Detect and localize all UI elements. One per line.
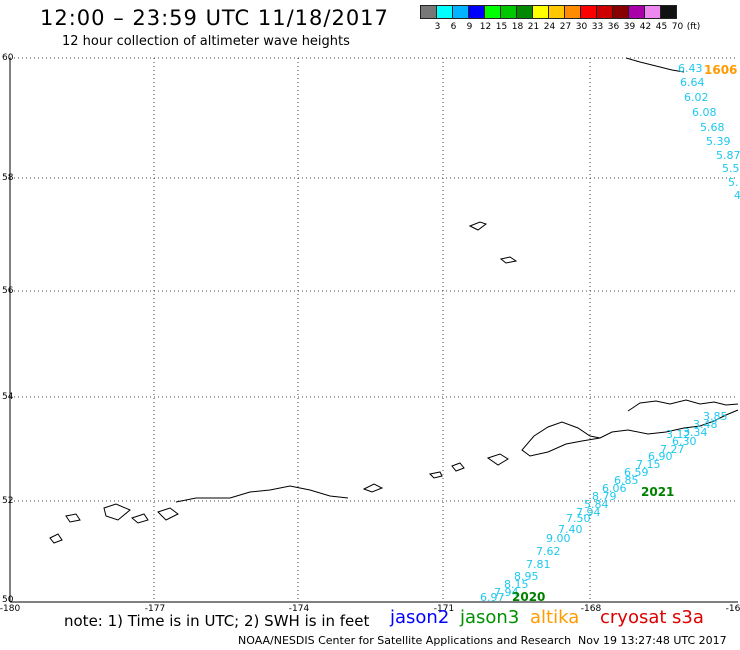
wave-height-value: 6.06: [602, 482, 627, 495]
wave-height-value: 5.5: [722, 162, 740, 175]
scale-label: 42: [639, 22, 652, 32]
wave-track-west: 7.507.409.007.627.818.958.157.946.97: [480, 512, 591, 604]
longitude-label: -16: [726, 604, 740, 614]
scale-label: (ft): [686, 22, 701, 32]
wave-height-value: 6.59: [624, 466, 649, 479]
wave-height-value: 4.: [734, 189, 740, 202]
pass-time-label: 2020: [512, 590, 545, 604]
scale-label: 45: [655, 22, 668, 32]
pass-time-label: 2021: [641, 485, 674, 499]
scale-label: 70: [671, 22, 684, 32]
longitude-label: -180: [0, 604, 20, 614]
wave-track-east: 3.853.483.343.126.307.276.907.156.596.85…: [576, 410, 728, 519]
wave-height-value: 8.95: [514, 570, 539, 583]
wave-height-value: 8.15: [504, 578, 529, 591]
generated-timestamp: Nov 19 13:27:48 UTC 2017: [578, 634, 727, 647]
satellite-legend-jason3: jason3: [460, 607, 520, 628]
scale-label: 9: [466, 22, 473, 32]
latitude-label: 54: [2, 392, 14, 402]
scale-swatch: [660, 5, 677, 19]
longitude-label: -177: [145, 604, 165, 614]
scale-label: 12: [479, 22, 492, 32]
wave-height-value: 7.15: [636, 458, 661, 471]
wave-height-value: 5.84: [584, 498, 609, 511]
latitude-labels: 60 58 56 54 52 50: [2, 53, 14, 605]
color-scale-legend: [420, 5, 677, 19]
longitude-label: -171: [434, 604, 454, 614]
wave-track-north: 6.436.64 6.02 6.08 5.685.395.875.55.4.: [678, 62, 740, 202]
longitude-labels: -180 -177 -174 -171 -168 -16: [0, 604, 740, 614]
scale-label: 18: [511, 22, 524, 32]
wave-height-value: 7.40: [558, 523, 583, 536]
wave-height-value: 7.62: [536, 545, 561, 558]
map-subtitle: 12 hour collection of altimeter wave hei…: [62, 34, 350, 49]
wave-height-value: 3.48: [693, 418, 718, 431]
color-scale-labels: 3 6 9 12 15 18 21 24 27 30 33 36 39 42 45 70 (ft): [421, 22, 740, 34]
wave-height-value: 5.: [728, 176, 739, 189]
wave-height-value: 6.85: [614, 474, 639, 487]
scale-label: 33: [591, 22, 604, 32]
wave-height-value: 7.27: [660, 443, 685, 456]
wave-height-value: 6.08: [692, 106, 717, 119]
wave-height-value: 5.68: [700, 121, 725, 134]
satellite-legend-cryosat: cryosat: [600, 607, 667, 628]
scale-label: 21: [527, 22, 540, 32]
graticule: [10, 57, 738, 602]
wave-height-value: 5.87: [716, 149, 740, 162]
scale-label: 24: [543, 22, 556, 32]
scale-label: 39: [623, 22, 636, 32]
wave-height-value: 6.43: [678, 62, 703, 75]
wave-height-value: 6.02: [684, 91, 709, 104]
wave-height-value: 7.94: [576, 506, 601, 519]
scale-label: 30: [575, 22, 588, 32]
satellite-legend-s3a: s3a: [672, 607, 704, 628]
wave-height-value: 3.12: [666, 428, 691, 441]
wave-height-value: 7.50: [566, 512, 591, 525]
latitude-label: 50: [2, 595, 14, 605]
scale-label: 3: [434, 22, 441, 32]
wave-height-value: 3.85: [703, 410, 728, 423]
scale-label: 6: [450, 22, 457, 32]
wave-height-value: 6.64: [680, 76, 705, 89]
pass-labels: 1606 2021 2020: [512, 63, 737, 604]
latitude-label: 60: [2, 53, 14, 63]
satellite-legend-jason2: jason2: [390, 607, 450, 628]
coastline: [49, 57, 739, 544]
latitude-label: 56: [2, 286, 14, 296]
wave-height-value: 7.81: [526, 558, 551, 571]
wave-height-value: 9.00: [546, 532, 571, 545]
wave-height-value: 5.39: [706, 135, 731, 148]
longitude-label: -174: [289, 604, 310, 614]
wave-height-value: 6.97: [480, 591, 505, 604]
footer-note: note: 1) Time is in UTC; 2) SWH is in fe…: [64, 612, 370, 630]
latitude-label: 52: [2, 496, 13, 506]
latitude-label: 58: [2, 173, 14, 183]
wave-height-value: 6.30: [672, 435, 697, 448]
scale-label: 27: [559, 22, 572, 32]
longitude-label: -168: [581, 604, 602, 614]
wave-height-value: 3.34: [683, 426, 708, 439]
wave-height-value: 8.79: [592, 490, 617, 503]
pass-time-label: 1606: [704, 63, 737, 77]
scale-label: 36: [607, 22, 620, 32]
wave-height-value: 6.90: [648, 450, 673, 463]
map-title: 12:00 – 23:59 UTC 11/18/2017: [40, 6, 389, 30]
satellite-legend-altika: altika: [530, 607, 580, 628]
scale-label: 15: [495, 22, 508, 32]
wave-height-value: 7.94: [494, 586, 519, 599]
credit-line: NOAA/NESDIS Center for Satellite Applica…: [238, 634, 572, 647]
